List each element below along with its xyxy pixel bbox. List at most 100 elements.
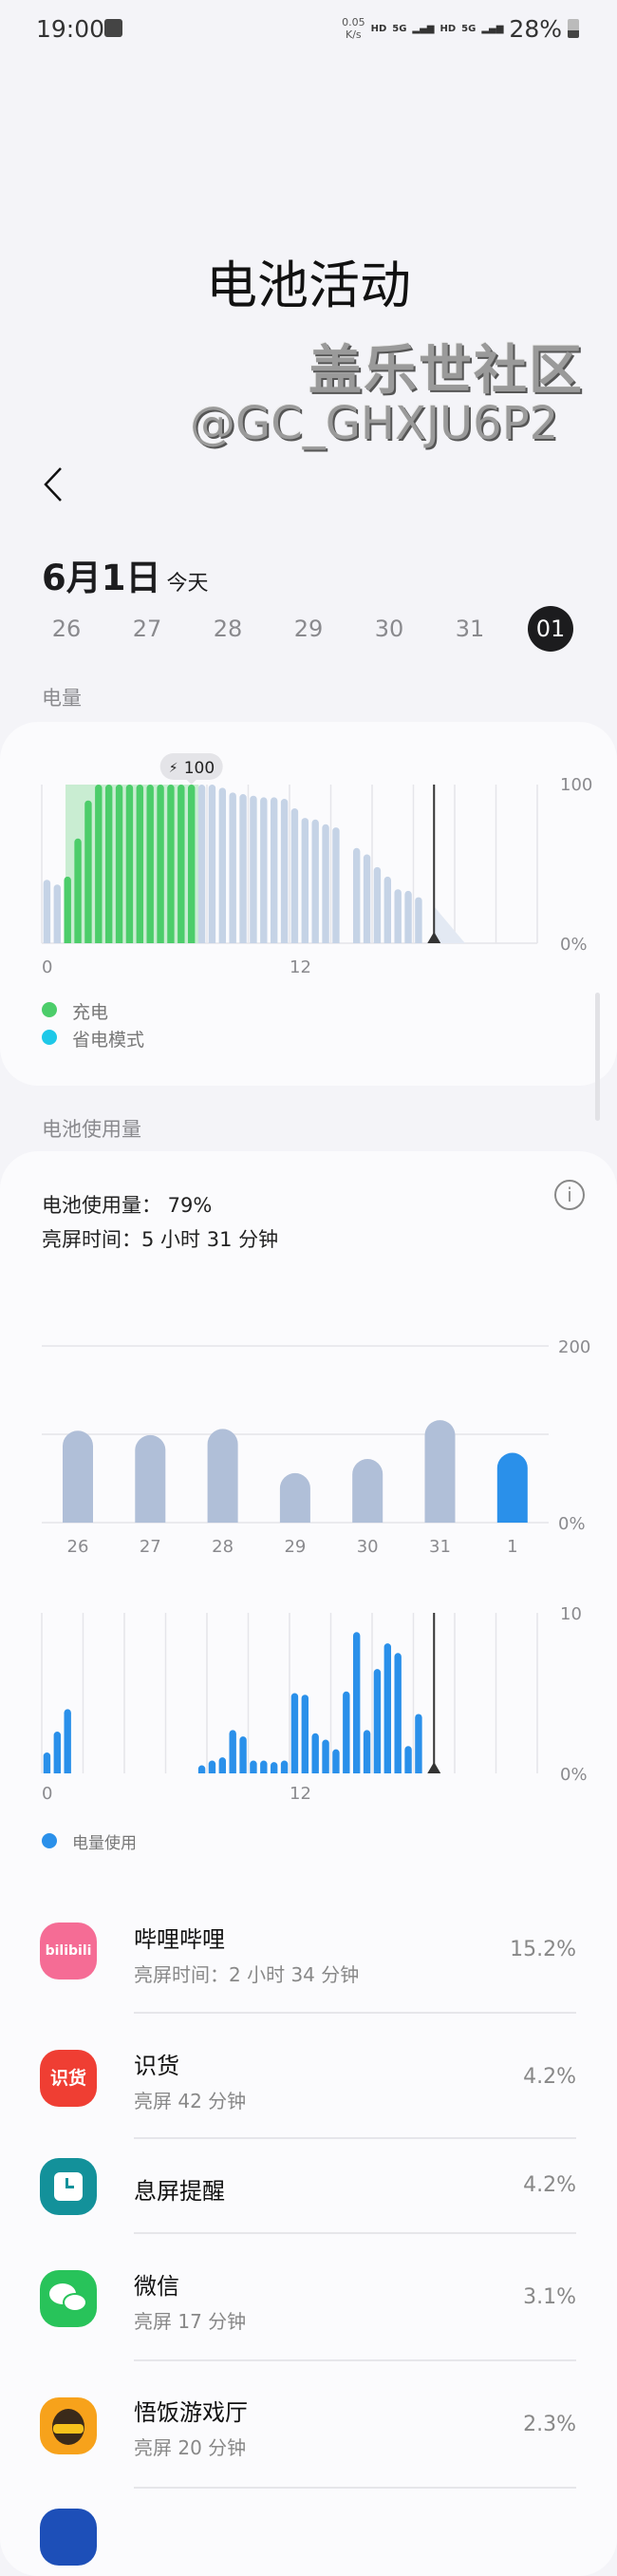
- day-26[interactable]: 26: [51, 616, 82, 642]
- battery-bar: [208, 785, 216, 943]
- x-tick-0: 0: [42, 1784, 52, 1804]
- battery-bar: [104, 785, 113, 943]
- status-bar: 19:00 0.05 K/s HD 5G ▂▄▆ HD 5G ▂▄▆ 28%: [0, 0, 617, 57]
- battery-bar: [280, 799, 289, 943]
- day-29[interactable]: 29: [293, 616, 324, 642]
- usage-bar: [239, 1736, 247, 1773]
- usage-bar: [343, 1691, 350, 1773]
- day-01[interactable]: 01: [528, 606, 573, 652]
- current-time-triangle: [427, 932, 441, 943]
- battery-bar: [239, 794, 247, 943]
- weekly-usage-chart: 26 27 28 29 30 31 1 200 0%: [42, 1337, 590, 1557]
- app-name: 息屏提醒: [134, 2178, 225, 2205]
- usage-total: 电池使用量： 79%: [42, 1194, 213, 1217]
- usage-bar: [270, 1762, 278, 1773]
- net-speed: 0.05 K/s: [342, 16, 365, 41]
- usage-bar: [43, 1752, 51, 1773]
- shihuo-icon: 识货: [40, 2050, 97, 2107]
- badge-value: 100: [184, 759, 215, 778]
- y-tick-200: 200: [558, 1337, 590, 1357]
- battery-bar: [178, 785, 185, 943]
- watermark-line2: @GC_GHXJU6P2: [190, 397, 559, 450]
- day-usage-bar: [207, 1429, 238, 1523]
- battery-bar: [270, 797, 278, 943]
- usage-bar: [301, 1695, 309, 1773]
- day-label: 26: [67, 1537, 89, 1557]
- usage-bar: [208, 1760, 216, 1773]
- divider: [134, 2232, 576, 2234]
- legend-dot-usage: [42, 1833, 57, 1848]
- legend-dot-charging: [42, 1002, 57, 1017]
- battery-bar: [363, 854, 371, 943]
- usage-bar: [415, 1714, 422, 1773]
- date-text: 6月1日: [42, 558, 161, 598]
- net-speed-unit: K/s: [346, 28, 362, 41]
- day-usage-bar: [424, 1420, 456, 1523]
- usage-bar: [260, 1760, 268, 1773]
- usage-bar: [363, 1730, 371, 1773]
- page-title: 电池活动: [206, 256, 411, 315]
- usage-bar: [218, 1757, 227, 1773]
- usage-bar: [322, 1739, 329, 1773]
- app-usage-percent: 4.2%: [523, 2173, 576, 2197]
- usage-bar: [373, 1669, 382, 1773]
- legend-label-power-saving: 省电模式: [72, 1030, 145, 1051]
- current-time-triangle: [427, 1762, 441, 1773]
- day-28[interactable]: 28: [213, 616, 243, 642]
- battery-bar: [95, 785, 103, 943]
- day-label: 28: [212, 1537, 234, 1557]
- battery-bar: [187, 785, 196, 943]
- day-label: 30: [357, 1537, 379, 1557]
- battery-bar: [260, 797, 268, 943]
- battery-bar: [383, 876, 392, 943]
- day-27[interactable]: 27: [132, 616, 162, 642]
- usage-bar: [311, 1733, 319, 1773]
- app-icon-partial[interactable]: [40, 2509, 97, 2566]
- 5g-indicator-2: 5G: [461, 23, 477, 34]
- back-button[interactable]: [40, 465, 68, 503]
- day-usage-bar: [135, 1434, 166, 1523]
- scrollbar[interactable]: [595, 993, 600, 1121]
- watermark-line1: 盖乐世社区: [308, 340, 584, 402]
- day-30[interactable]: 30: [374, 616, 404, 642]
- legend-dot-power-saving: [42, 1030, 57, 1045]
- app-screen-time: 亮屏时间：2 小时 34 分钟: [134, 1963, 360, 1986]
- usage-bar: [394, 1653, 402, 1773]
- day-usage-bar: [496, 1452, 528, 1523]
- usage-bar: [280, 1760, 289, 1773]
- battery-bar: [311, 819, 319, 943]
- day-usage-bar: [279, 1472, 310, 1523]
- legend-label-usage: 电量使用: [72, 1834, 137, 1853]
- divider: [134, 2359, 576, 2361]
- battery-bar: [322, 824, 329, 943]
- usage-bar: [352, 1632, 361, 1773]
- y-tick-10: 10: [560, 1604, 582, 1624]
- battery-bar: [373, 866, 382, 943]
- battery-usage-card: [0, 1151, 617, 2576]
- signal-icon: ▂▄▆: [412, 23, 435, 34]
- y-tick-0: 0%: [558, 1514, 586, 1534]
- battery-bar: [74, 838, 82, 943]
- day-label: 29: [284, 1537, 306, 1557]
- hourly-usage-chart: 10 0% 0 12: [41, 1604, 588, 1804]
- app-name: 哔哩哔哩: [134, 1926, 225, 1953]
- day-label: 1: [507, 1537, 517, 1557]
- status-indicators: 0.05 K/s HD 5G ▂▄▆ HD 5G ▂▄▆ 28%: [342, 9, 579, 47]
- projection-area: [434, 906, 465, 943]
- battery-bar: [43, 880, 51, 943]
- usage-bar: [383, 1643, 392, 1773]
- battery-bar: [157, 785, 164, 943]
- info-icon[interactable]: i: [554, 1180, 585, 1210]
- usage-bar: [404, 1746, 412, 1773]
- selected-date: 6月1日 今天: [42, 549, 209, 600]
- badge-pointer: [186, 780, 196, 785]
- usage-bar: [197, 1765, 206, 1773]
- usage-bar: [64, 1709, 71, 1773]
- chevron-left-icon: [44, 467, 62, 502]
- net-speed-value: 0.05: [342, 16, 365, 28]
- full-charge-badge: [159, 753, 223, 780]
- screen-time: 亮屏时间：5 小时 31 分钟: [42, 1228, 279, 1251]
- game-hall-icon: [40, 2397, 97, 2454]
- day-31[interactable]: 31: [455, 616, 485, 642]
- y-tick-0: 0%: [560, 1765, 588, 1785]
